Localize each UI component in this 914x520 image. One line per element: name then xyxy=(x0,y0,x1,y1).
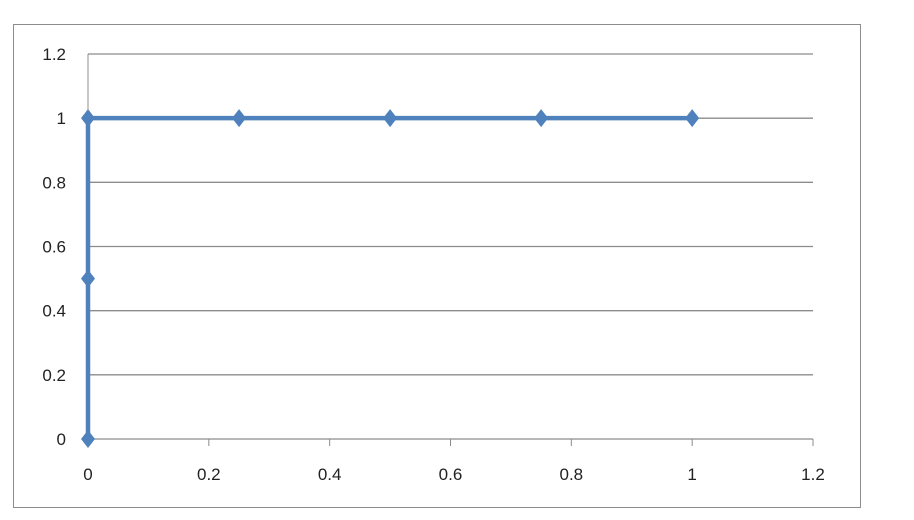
x-tick-label: 0.8 xyxy=(560,465,584,484)
y-tick-label: 0.2 xyxy=(42,366,66,385)
data-point-marker xyxy=(383,109,398,128)
y-tick-label: 1.2 xyxy=(42,45,66,64)
data-point-marker xyxy=(685,109,700,128)
y-tick-label: 1 xyxy=(57,109,66,128)
y-tick-label: 0.6 xyxy=(42,238,66,257)
chart-area xyxy=(13,24,861,508)
x-tick-label: 0.2 xyxy=(197,465,221,484)
data-point-marker xyxy=(534,109,549,128)
data-point-marker xyxy=(81,269,95,288)
y-tick-label: 0.4 xyxy=(42,302,66,321)
data-point-marker xyxy=(232,109,247,128)
data-point-marker xyxy=(81,430,95,448)
y-tick-label: 0.8 xyxy=(42,173,66,192)
x-tick-label: 0 xyxy=(83,465,92,484)
series-line xyxy=(85,115,693,439)
x-tick-label: 0.6 xyxy=(439,465,463,484)
x-tick-label: 1 xyxy=(687,465,696,484)
y-tick-label: 0 xyxy=(57,430,66,449)
x-tick-label: 0.4 xyxy=(318,465,342,484)
data-point-marker xyxy=(81,109,95,128)
x-tick-label: 1.2 xyxy=(801,465,825,484)
